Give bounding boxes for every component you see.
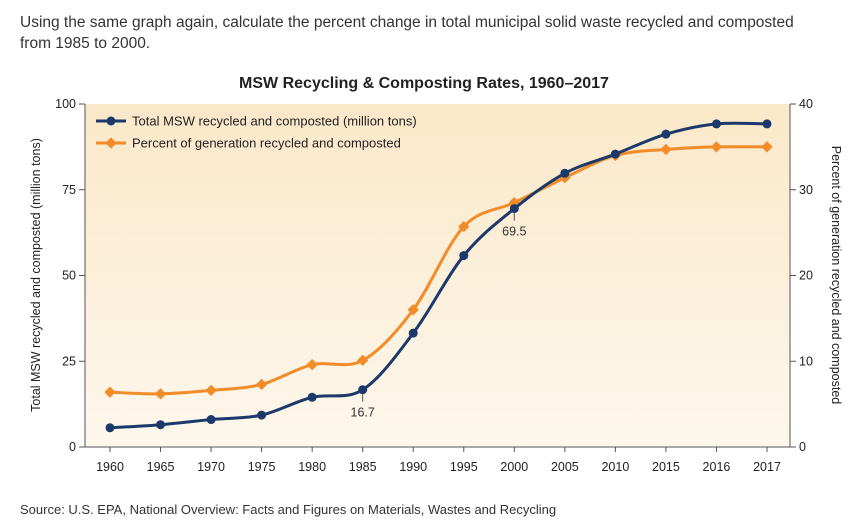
y-axis-label-right: Percent of generation recycled and compo… <box>829 146 843 405</box>
data-point-tons <box>307 392 317 402</box>
data-point-tons <box>560 168 570 178</box>
x-tick-label: 2010 <box>601 460 629 474</box>
data-point-tons <box>711 119 721 129</box>
y-tick-label-left: 50 <box>62 269 76 283</box>
plot-area <box>85 104 790 447</box>
x-tick-label: 1985 <box>349 460 377 474</box>
series-line-tons <box>109 121 768 430</box>
y-tick-label-right: 40 <box>799 97 813 111</box>
x-tick-label: 2015 <box>652 460 680 474</box>
data-point-tons <box>257 410 267 420</box>
data-point-percent <box>357 354 369 367</box>
legend-label: Percent of generation recycled and compo… <box>132 136 401 151</box>
data-point-percent <box>458 220 470 233</box>
x-tick-label: 1975 <box>248 460 276 474</box>
y-tick-label-left: 0 <box>69 440 76 454</box>
legend-marker-tons <box>106 116 116 126</box>
data-point-tons <box>661 129 671 139</box>
data-point-percent <box>255 378 268 391</box>
x-tick-label: 1970 <box>197 460 225 474</box>
data-label: 16.7 <box>351 406 375 420</box>
data-point-percent <box>407 304 419 316</box>
y-tick-label-right: 0 <box>799 440 806 454</box>
x-tick-label: 2005 <box>551 460 579 474</box>
data-point-tons <box>206 415 216 425</box>
data-point-tons <box>509 204 519 214</box>
data-point-tons <box>459 251 469 261</box>
x-tick-label: 2000 <box>500 460 528 474</box>
data-point-tons <box>105 423 115 433</box>
source-note: Source: U.S. EPA, National Overview: Fac… <box>20 502 557 517</box>
x-tick-label: 1965 <box>147 460 175 474</box>
y-tick-label-right: 10 <box>799 354 813 368</box>
data-point-tons <box>408 328 418 338</box>
data-point-percent <box>710 141 723 153</box>
data-point-percent <box>761 141 773 153</box>
x-tick-label: 2016 <box>703 460 731 474</box>
y-axis-label-left: Total MSW recycled and composted (millio… <box>29 138 43 412</box>
data-point-percent <box>660 143 672 156</box>
x-tick-label: 1995 <box>450 460 478 474</box>
y-tick-label-left: 75 <box>62 183 76 197</box>
data-point-tons <box>358 385 368 395</box>
data-point-percent <box>306 359 318 371</box>
y-tick-label-left: 25 <box>62 354 76 368</box>
data-point-tons <box>156 420 166 430</box>
data-point-tons <box>762 119 772 129</box>
y-tick-label-right: 20 <box>799 269 813 283</box>
y-tick-label-left: 100 <box>55 97 76 111</box>
x-tick-label: 1960 <box>96 460 124 474</box>
x-tick-label: 2017 <box>753 460 781 474</box>
data-label: 69.5 <box>502 225 526 239</box>
x-tick-label: 1980 <box>298 460 326 474</box>
series-line-percent <box>109 145 768 396</box>
legend-label: Total MSW recycled and composted (millio… <box>132 114 417 129</box>
x-tick-label: 1990 <box>399 460 427 474</box>
data-point-percent <box>205 384 217 397</box>
y-tick-label-right: 30 <box>799 183 813 197</box>
question-text: Using the same graph again, calculate th… <box>20 14 794 52</box>
data-point-tons <box>610 149 620 159</box>
chart-title: MSW Recycling & Composting Rates, 1960–2… <box>239 75 609 92</box>
data-point-percent <box>154 388 167 400</box>
